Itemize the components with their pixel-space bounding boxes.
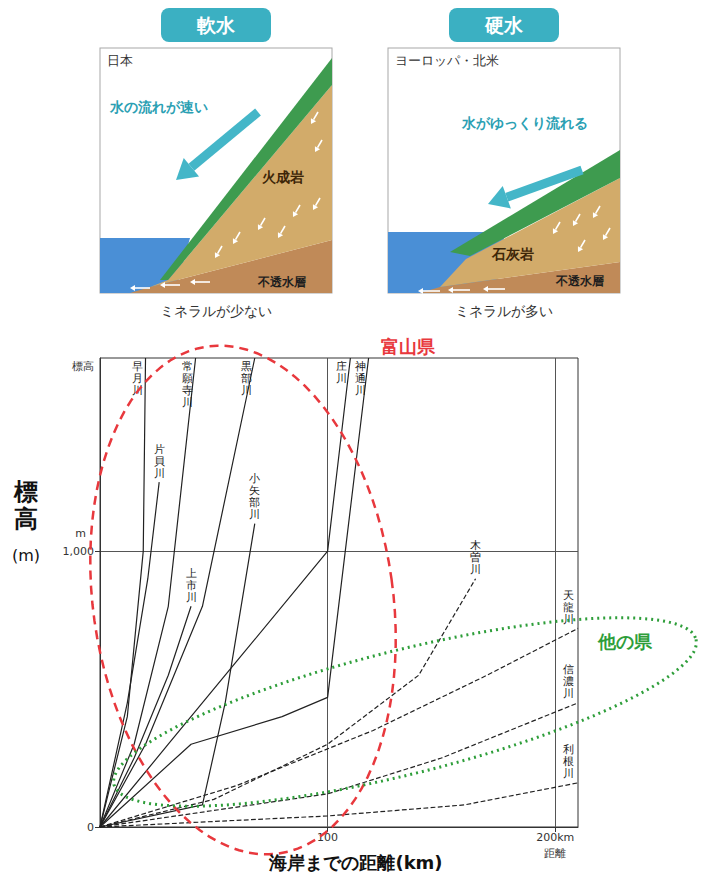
svg-text:寺: 寺: [181, 383, 193, 397]
svg-text:濃: 濃: [562, 675, 574, 689]
svg-text:高: 高: [14, 505, 38, 533]
svg-text:川: 川: [241, 384, 252, 397]
svg-text:川: 川: [249, 508, 260, 521]
svg-text:海岸までの距離(km): 海岸までの距離(km): [268, 852, 442, 873]
svg-text:黒: 黒: [240, 359, 252, 373]
svg-text:小: 小: [249, 472, 261, 485]
svg-text:通: 通: [354, 371, 366, 385]
svg-text:(m): (m): [12, 546, 40, 565]
svg-text:川: 川: [563, 687, 574, 700]
svg-text:ヨーロッパ・北米: ヨーロッパ・北米: [395, 53, 499, 68]
svg-text:200km: 200km: [536, 831, 574, 844]
svg-text:天: 天: [562, 588, 574, 602]
svg-text:100: 100: [317, 831, 338, 844]
svg-text:石灰岩: 石灰岩: [491, 246, 534, 262]
svg-text:水がゆっくり流れる: 水がゆっくり流れる: [461, 115, 588, 131]
svg-text:距離: 距離: [544, 847, 566, 860]
svg-text:川: 川: [562, 612, 574, 626]
svg-text:川: 川: [186, 591, 197, 604]
svg-text:矢: 矢: [249, 484, 261, 497]
svg-text:早: 早: [131, 359, 143, 373]
svg-text:不透水層: 不透水層: [555, 274, 604, 288]
svg-text:川: 川: [355, 384, 366, 397]
svg-text:願: 願: [181, 371, 193, 385]
svg-text:川: 川: [563, 767, 574, 780]
svg-text:常: 常: [181, 359, 193, 373]
svg-text:標: 標: [13, 478, 38, 506]
svg-text:木: 木: [470, 539, 482, 553]
svg-text:火成岩: 火成岩: [262, 169, 304, 185]
svg-text:硬水: 硬水: [484, 14, 524, 36]
svg-text:市: 市: [185, 578, 197, 592]
svg-text:ミネラルが多い: ミネラルが多い: [455, 303, 553, 319]
svg-text:日本: 日本: [107, 53, 133, 68]
svg-text:曽: 曽: [470, 551, 482, 565]
svg-text:上: 上: [185, 566, 197, 580]
svg-text:他の県: 他の県: [597, 631, 653, 652]
svg-text:0: 0: [87, 821, 94, 834]
svg-text:ミネラルが少ない: ミネラルが少ない: [160, 303, 272, 319]
svg-text:利: 利: [562, 743, 574, 757]
svg-text:部: 部: [240, 371, 252, 385]
svg-text:庄: 庄: [336, 359, 348, 373]
svg-text:信: 信: [562, 663, 574, 677]
svg-text:川: 川: [154, 467, 165, 480]
svg-text:貝: 貝: [153, 454, 165, 468]
svg-text:龍: 龍: [562, 600, 574, 614]
svg-text:富山県: 富山県: [381, 336, 436, 357]
svg-text:川: 川: [131, 383, 143, 397]
svg-text:標高: 標高: [72, 360, 94, 373]
svg-text:川: 川: [470, 563, 481, 576]
svg-text:1,000: 1,000: [62, 544, 94, 558]
svg-text:神: 神: [354, 359, 366, 373]
svg-text:片: 片: [153, 442, 165, 456]
svg-text:軟水: 軟水: [196, 14, 236, 36]
svg-text:川: 川: [182, 396, 193, 409]
svg-text:m: m: [75, 527, 86, 540]
svg-text:部: 部: [249, 496, 261, 509]
svg-text:月: 月: [131, 371, 143, 385]
svg-text:水の流れが速い: 水の流れが速い: [109, 99, 208, 115]
svg-text:根: 根: [562, 755, 574, 769]
svg-text:不透水層: 不透水層: [257, 275, 306, 289]
svg-text:川: 川: [336, 372, 347, 385]
